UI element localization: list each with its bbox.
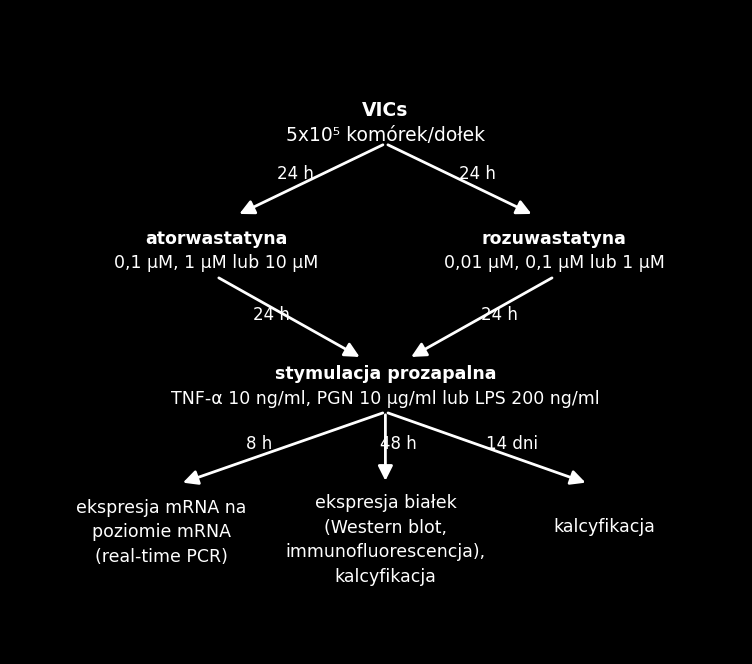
Text: poziomie mRNA: poziomie mRNA [92, 523, 231, 541]
Text: 0,1 μM, 1 μM lub 10 μM: 0,1 μM, 1 μM lub 10 μM [114, 254, 319, 272]
Text: ekspresja białek: ekspresja białek [314, 494, 456, 512]
Text: 8 h: 8 h [246, 435, 272, 454]
Text: (real-time PCR): (real-time PCR) [95, 548, 227, 566]
Text: 24 h: 24 h [277, 165, 314, 183]
Text: atorwastatyna: atorwastatyna [145, 230, 287, 248]
Text: rozuwastatyna: rozuwastatyna [482, 230, 627, 248]
Text: ekspresja mRNA na: ekspresja mRNA na [76, 499, 246, 517]
Text: 24 h: 24 h [481, 306, 517, 324]
Text: stymulacja prozapalna: stymulacja prozapalna [274, 365, 496, 383]
Text: 24 h: 24 h [459, 165, 496, 183]
Text: 24 h: 24 h [253, 306, 290, 324]
Text: 5x10⁵ komórek/dołek: 5x10⁵ komórek/dołek [286, 126, 485, 145]
Text: VICs: VICs [362, 102, 408, 120]
Text: 48 h: 48 h [380, 435, 417, 454]
Text: immunofluorescencja),: immunofluorescencja), [285, 543, 486, 561]
Text: TNF-α 10 ng/ml, PGN 10 μg/ml lub LPS 200 ng/ml: TNF-α 10 ng/ml, PGN 10 μg/ml lub LPS 200… [171, 390, 599, 408]
Text: kalcyfikacja: kalcyfikacja [335, 568, 436, 586]
Text: kalcyfikacja: kalcyfikacja [553, 518, 655, 536]
Text: 0,01 μM, 0,1 μM lub 1 μM: 0,01 μM, 0,1 μM lub 1 μM [444, 254, 665, 272]
Text: (Western blot,: (Western blot, [324, 519, 447, 537]
Text: 14 dni: 14 dni [487, 435, 538, 454]
